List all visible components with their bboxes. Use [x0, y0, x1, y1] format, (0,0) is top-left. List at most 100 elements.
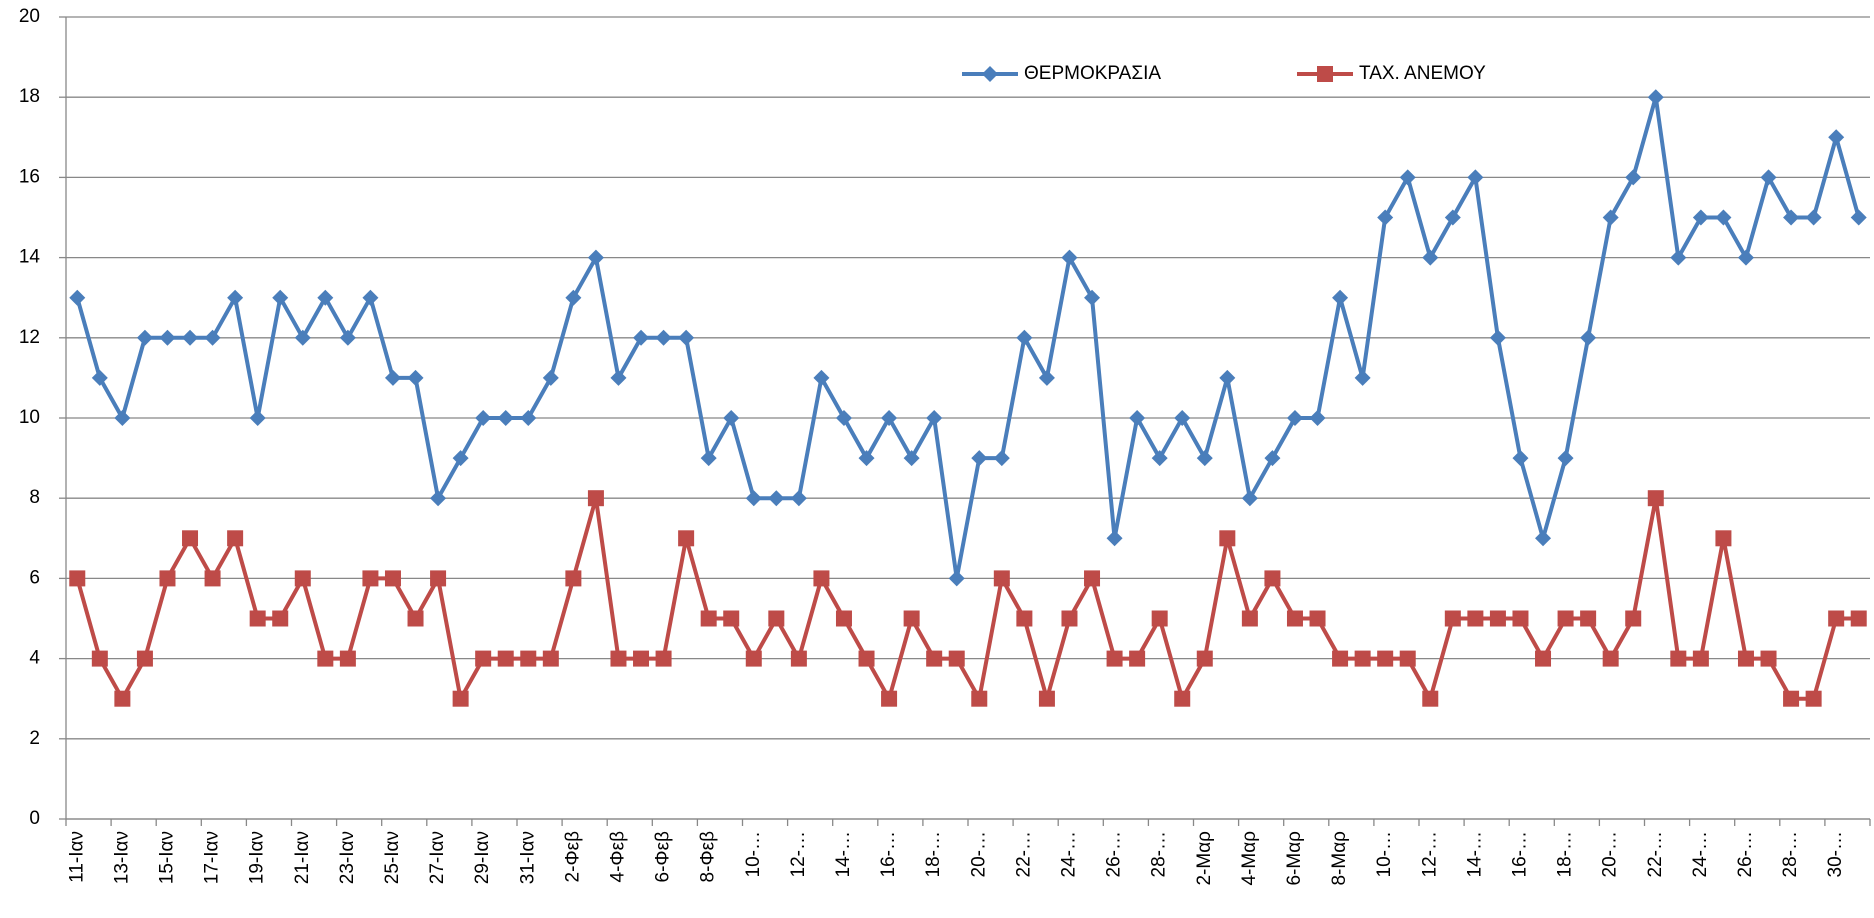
- x-tick-label: 14-…: [1464, 831, 1485, 877]
- point: [362, 570, 379, 587]
- point: [1241, 490, 1258, 507]
- y-tick-label: 6: [29, 567, 40, 588]
- point: [69, 289, 86, 306]
- point: [768, 490, 785, 507]
- point: [835, 610, 852, 627]
- point: [1309, 610, 1326, 627]
- x-tick-label: 11-Ιαν: [66, 831, 87, 883]
- point: [971, 690, 988, 707]
- point: [1535, 650, 1552, 667]
- point: [1692, 650, 1709, 667]
- point: [1692, 209, 1709, 226]
- x-tick-label: 20-…: [968, 831, 989, 877]
- point: [790, 490, 807, 507]
- x-tick-label: 21-Ιαν: [292, 831, 313, 884]
- point: [1828, 610, 1845, 627]
- x-tick-label: 8-Μαρ: [1329, 831, 1350, 886]
- point: [1264, 570, 1281, 587]
- point: [745, 650, 762, 667]
- legend-label: ΘΕΡΜΟΚΡΑΣΙΑ: [1024, 63, 1161, 84]
- point: [1286, 410, 1303, 426]
- point: [723, 610, 740, 627]
- x-tick-label: 10-…: [743, 831, 764, 877]
- point: [114, 410, 131, 426]
- point: [91, 650, 108, 667]
- point: [903, 610, 920, 627]
- point: [723, 410, 740, 426]
- x-tick-label: 25-Ιαν: [382, 831, 403, 884]
- point: [1670, 650, 1687, 667]
- y-tick-label: 0: [29, 808, 40, 829]
- x-tick-label: 13-Ιαν: [111, 831, 132, 884]
- point: [542, 650, 559, 667]
- point: [294, 570, 311, 587]
- point: [272, 289, 289, 306]
- point: [1444, 209, 1461, 226]
- point: [1760, 650, 1777, 667]
- point: [678, 329, 695, 346]
- point: [1805, 209, 1822, 226]
- point: [69, 570, 86, 587]
- x-tick-label: 6-Μαρ: [1284, 831, 1305, 886]
- point: [1354, 650, 1371, 667]
- point: [1016, 329, 1033, 346]
- y-tick-label: 20: [19, 6, 40, 27]
- point: [1038, 690, 1055, 707]
- legend-marker: [982, 66, 998, 82]
- point: [745, 490, 762, 507]
- x-tick-label: 18-…: [1555, 831, 1576, 877]
- point: [587, 249, 604, 266]
- point: [1106, 650, 1123, 667]
- point: [1174, 690, 1191, 707]
- point: [700, 450, 717, 467]
- point: [1670, 249, 1687, 266]
- y-tick-label: 2: [29, 728, 40, 749]
- point: [159, 570, 176, 587]
- point: [948, 650, 965, 667]
- x-tick-label: 16-…: [1509, 831, 1530, 877]
- point: [1760, 169, 1777, 186]
- point: [1850, 209, 1867, 226]
- point: [1332, 650, 1349, 667]
- point: [633, 329, 650, 346]
- point: [633, 650, 650, 667]
- point: [1602, 650, 1619, 667]
- point: [1241, 610, 1258, 627]
- point: [1016, 610, 1033, 627]
- point: [1264, 450, 1281, 467]
- point: [1399, 650, 1416, 667]
- point: [452, 450, 469, 467]
- x-tick-label: 24-…: [1690, 831, 1711, 877]
- point: [1422, 690, 1439, 707]
- x-tick-label: 31-Ιαν: [517, 831, 538, 884]
- x-tick-label: 12-…: [1419, 831, 1440, 877]
- point: [1783, 690, 1800, 707]
- point: [1151, 610, 1168, 627]
- x-tick-label: 20-…: [1600, 831, 1621, 877]
- point: [678, 530, 695, 547]
- point: [881, 690, 898, 707]
- y-tick-label: 18: [19, 86, 40, 107]
- x-tick-label: 2-Μαρ: [1194, 831, 1215, 886]
- x-tick-label: 18-…: [923, 831, 944, 877]
- x-tick-label: 17-Ιαν: [202, 831, 223, 884]
- point: [384, 570, 401, 587]
- point: [1467, 610, 1484, 627]
- point: [182, 329, 199, 346]
- point: [1467, 169, 1484, 186]
- point: [520, 410, 537, 426]
- point: [204, 570, 221, 587]
- point: [1625, 610, 1642, 627]
- point: [1106, 530, 1123, 547]
- point: [1850, 610, 1867, 627]
- point: [339, 329, 356, 346]
- point: [1580, 329, 1597, 346]
- point: [317, 289, 334, 306]
- point: [565, 289, 582, 306]
- point: [1084, 289, 1101, 306]
- point: [362, 289, 379, 306]
- x-tick-label: 22-…: [1645, 831, 1666, 877]
- point: [813, 369, 830, 386]
- point: [1602, 209, 1619, 226]
